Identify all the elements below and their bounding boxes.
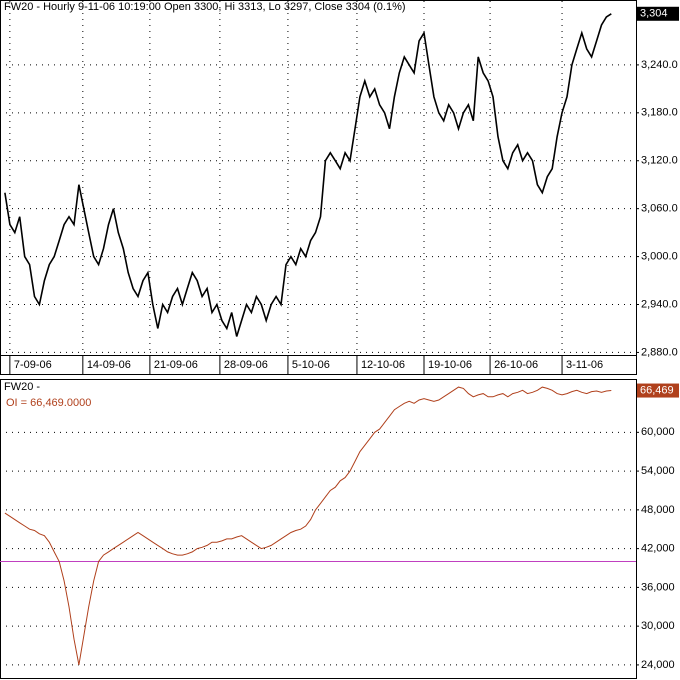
data-line — [4, 13, 612, 337]
y-tick-label: 48,000 — [641, 504, 675, 516]
y-tick-label: 60,000 — [641, 426, 675, 438]
x-tick-label: 12-10-06 — [361, 359, 405, 371]
last-value-box — [637, 383, 679, 398]
y-tick-label: 3,000.0 — [641, 250, 678, 262]
chart-title: FW20 - Hourly 9-11-06 10:19:00 Open 3300… — [4, 1, 406, 13]
y-tick-label: 3,240.0 — [641, 59, 678, 71]
x-tick-label: 5-10-06 — [292, 359, 330, 371]
legend-entry: OI = 66,469.0000 — [6, 397, 91, 409]
x-tick-label: 14-09-06 — [87, 359, 131, 371]
y-tick-label: 2,940.0 — [641, 298, 678, 310]
last-value-label: 3,304 — [640, 8, 668, 20]
y-tick-label: 2,880.0 — [641, 346, 678, 358]
y-tick-label: 24,000 — [641, 659, 675, 671]
y-tick-label: 3,180.0 — [641, 107, 678, 119]
y-tick-label: 54,000 — [641, 465, 675, 477]
y-tick-label: 3,060.0 — [641, 203, 678, 215]
panel-title: FW20 - — [4, 381, 40, 393]
data-line — [4, 386, 612, 665]
last-value-box — [637, 6, 679, 21]
x-tick-label: 26-10-06 — [494, 359, 538, 371]
y-tick-label: 30,000 — [641, 620, 675, 632]
y-tick-label: 3,120.0 — [641, 155, 678, 167]
price-panel-frame — [0, 0, 637, 375]
last-value-label: 66,469 — [640, 384, 674, 396]
y-tick-label: 36,000 — [641, 581, 675, 593]
x-tick-label: 7-09-06 — [14, 359, 52, 371]
y-tick-label: 42,000 — [641, 543, 675, 555]
x-tick-label: 28-09-06 — [224, 359, 268, 371]
x-tick-label: 3-11-06 — [566, 359, 603, 371]
oi-panel-frame — [0, 379, 637, 679]
x-tick-label: 21-09-06 — [154, 359, 198, 371]
x-tick-label: 19-10-06 — [428, 359, 472, 371]
